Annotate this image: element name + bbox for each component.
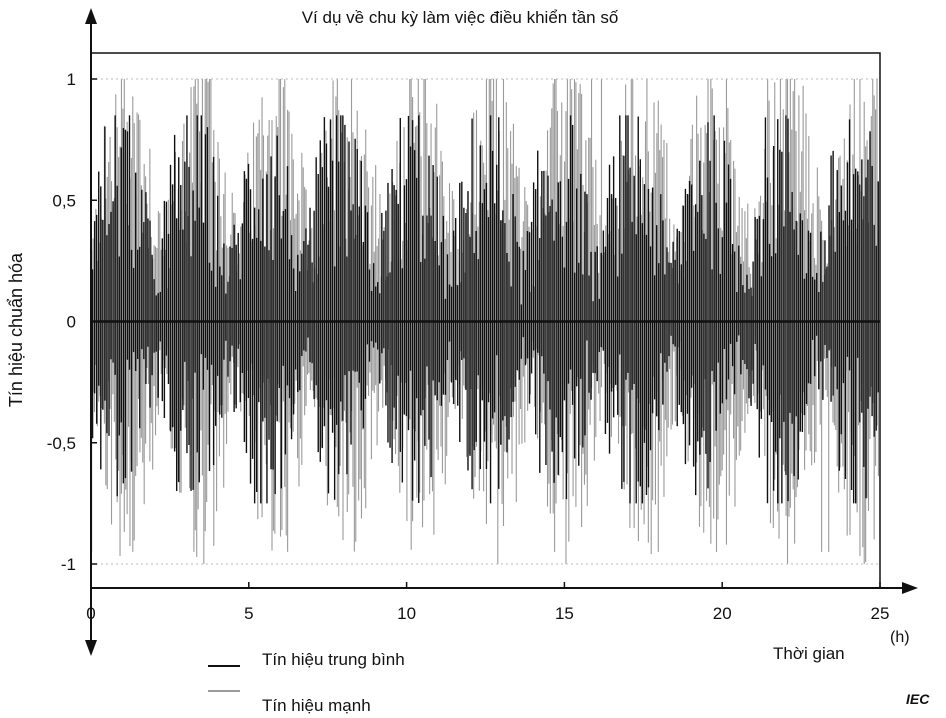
- x-tick-label: 15: [555, 604, 574, 623]
- legend-swatch-average: [208, 665, 240, 667]
- x-tick-label: 25: [871, 604, 890, 623]
- legend-label-strong: Tín hiệu mạnh: [262, 696, 371, 715]
- y-tick-label: 0: [67, 313, 76, 332]
- credit-label: IEC: [906, 691, 930, 707]
- y-tick-label: -1: [61, 555, 76, 574]
- y-tick-label: 0,5: [52, 191, 76, 210]
- y-tick-label: 1: [67, 70, 76, 89]
- x-tick-label: 10: [397, 604, 416, 623]
- x-tick-label: 20: [713, 604, 732, 623]
- series-average-signal: [91, 115, 879, 504]
- legend-label-average: Tín hiệu trung bình: [262, 650, 405, 669]
- axes: [85, 8, 918, 656]
- x-axis-arrow: [902, 582, 918, 594]
- y-axis-label: Tín hiệu chuẩn hóa: [6, 252, 26, 408]
- y-axis-arrow-up: [85, 8, 97, 24]
- x-tick-label: 0: [86, 604, 95, 623]
- chart-title: Ví dụ về chu kỳ làm việc điều khiển tần …: [301, 8, 619, 27]
- x-tick-label: 5: [244, 604, 253, 623]
- x-axis-unit: (h): [890, 629, 910, 646]
- x-axis-label: Thời gian: [773, 644, 845, 663]
- legend-swatch-strong: [208, 690, 240, 692]
- y-tick-label: -0,5: [47, 434, 76, 453]
- y-axis-arrow-down: [85, 640, 97, 656]
- ticks: 0 5 10 15 20 25 1 0,5 0 -0,5 -1: [47, 70, 890, 623]
